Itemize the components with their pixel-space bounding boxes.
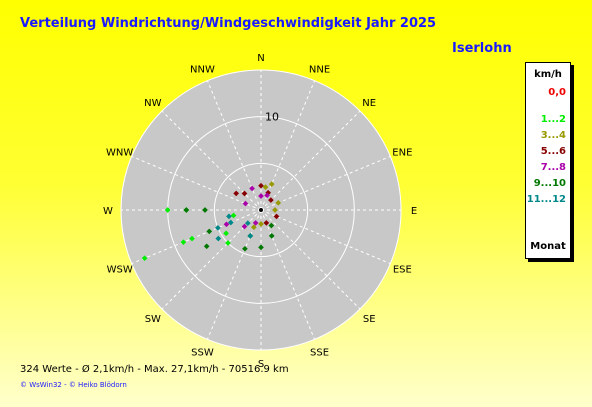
data-point — [215, 225, 221, 231]
direction-label: N — [257, 53, 264, 64]
data-point — [258, 221, 264, 227]
direction-label: NNE — [309, 65, 330, 76]
legend-item: 1...2 — [540, 114, 566, 125]
direction-label: S — [258, 359, 264, 370]
data-point — [268, 222, 275, 229]
chart-title: Verteilung Windrichtung/Windgeschwindigk… — [20, 16, 437, 31]
direction-label: ESE — [393, 265, 412, 276]
data-point — [275, 200, 282, 206]
direction-label: WSW — [107, 265, 133, 276]
data-point — [233, 190, 239, 197]
data-point — [247, 233, 254, 239]
grid-spoke — [206, 80, 262, 211]
grid-spoke — [131, 209, 262, 265]
direction-label: SW — [145, 314, 161, 325]
data-point — [241, 223, 248, 230]
data-point — [164, 207, 171, 213]
data-point — [258, 182, 264, 189]
grid-spoke — [161, 110, 262, 211]
grid-spoke — [260, 209, 391, 265]
direction-label: SE — [363, 314, 376, 325]
legend-item: 3...4 — [540, 130, 566, 141]
grid-spoke — [131, 155, 262, 211]
location-label: Iserlohn — [452, 41, 512, 56]
data-point — [180, 239, 187, 245]
data-point — [242, 245, 248, 252]
data-point — [244, 220, 251, 227]
data-point — [202, 207, 208, 213]
data-point — [262, 184, 269, 190]
radial-tick-label: 10 — [265, 111, 279, 124]
legend-item: 0,0 — [548, 87, 566, 98]
data-point — [268, 233, 275, 239]
data-point — [264, 192, 270, 199]
data-point — [227, 219, 234, 226]
grid-spoke — [206, 209, 262, 340]
data-point — [251, 224, 257, 231]
center-point — [259, 208, 263, 212]
credit-line: © WsWin32 - © Heiko Blödorn — [20, 381, 127, 389]
grid-spoke — [260, 110, 361, 211]
data-point — [223, 230, 229, 237]
data-point — [183, 207, 190, 213]
data-point — [242, 200, 249, 207]
data-point — [225, 240, 231, 246]
grid-spoke — [260, 155, 391, 211]
legend-item: 5...6 — [540, 146, 566, 157]
data-point — [206, 228, 213, 235]
direction-label: SSW — [191, 347, 214, 358]
direction-label: NNW — [190, 65, 215, 76]
direction-label: ENE — [392, 147, 412, 158]
data-point — [141, 255, 148, 262]
data-points — [141, 181, 282, 262]
grid-ring — [213, 162, 309, 258]
data-point — [268, 197, 274, 203]
grid-spoke — [161, 209, 262, 310]
data-point — [263, 220, 270, 226]
direction-labels: 10 N NNE NE ENE E ESE SE SSE S SSW SW WSW W WNW NW NNW — [103, 53, 417, 370]
direction-label: E — [411, 206, 417, 217]
data-point — [189, 235, 195, 242]
data-point — [252, 220, 259, 226]
legend-box: km/h 0,0 1...2 3...4 5...6 7...8 9...10 … — [525, 62, 571, 259]
data-point — [226, 213, 232, 220]
data-point — [258, 244, 264, 251]
direction-label: SSE — [310, 347, 329, 358]
stats-line: 324 Werte - Ø 2,1km/h - Max. 27,1km/h - … — [20, 364, 289, 375]
data-point — [241, 190, 248, 197]
data-point — [273, 213, 280, 220]
legend-footer: Monat — [530, 241, 566, 252]
data-point — [268, 181, 275, 187]
direction-label: NW — [144, 98, 161, 109]
legend-item: 7...8 — [540, 162, 566, 173]
grid-spoke — [260, 209, 361, 310]
data-point — [223, 221, 230, 228]
grid-spoke — [260, 80, 316, 211]
legend-unit: km/h — [534, 69, 562, 80]
data-point — [249, 185, 255, 192]
data-point — [258, 193, 264, 199]
direction-label: NE — [362, 98, 376, 109]
data-point — [272, 207, 278, 213]
legend-item: 11...12 — [526, 194, 566, 205]
data-point — [203, 243, 210, 250]
direction-label: W — [103, 206, 113, 217]
data-point — [230, 212, 237, 219]
direction-label: WNW — [106, 147, 133, 158]
legend-item: 9...10 — [533, 178, 566, 189]
data-point — [215, 235, 222, 242]
grid-spoke — [260, 209, 316, 340]
